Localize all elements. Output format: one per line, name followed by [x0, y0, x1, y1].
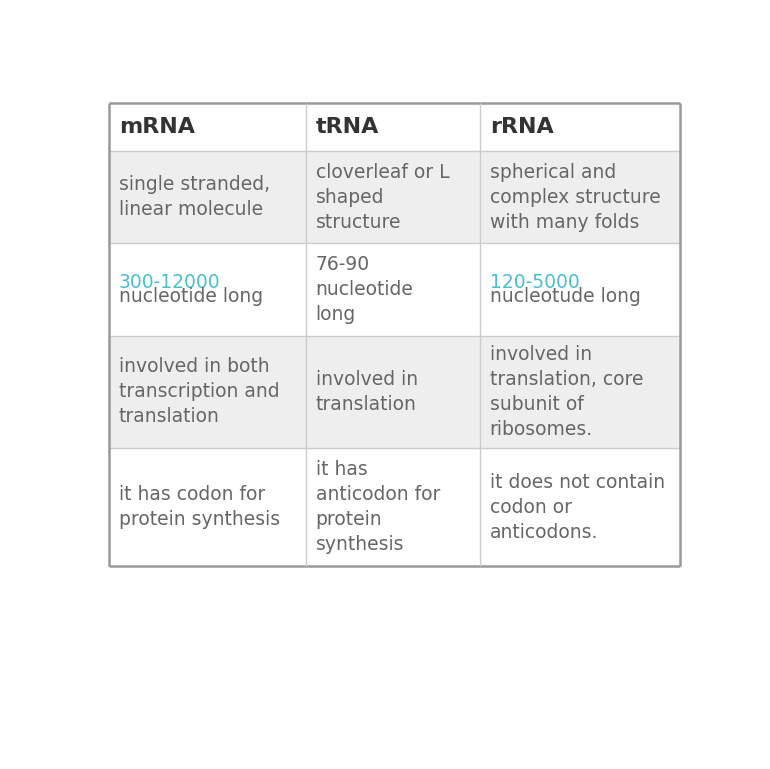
Text: involved in
translation: involved in translation [316, 370, 418, 414]
Bar [306, 103, 480, 151]
Text: involved in
translation, core
subunit of
ribosomes.: involved in translation, core subunit of… [490, 345, 643, 439]
Bar [109, 448, 306, 566]
Bar [480, 448, 680, 566]
Text: it has codon for
protein synthesis: it has codon for protein synthesis [119, 485, 280, 529]
Text: spherical and
complex structure
with many folds: spherical and complex structure with man… [490, 163, 661, 231]
Bar [306, 336, 480, 448]
Text: involved in both
transcription and
translation: involved in both transcription and trans… [119, 358, 280, 427]
Text: rRNA: rRNA [490, 117, 554, 137]
Text: 76-90
nucleotide
long: 76-90 nucleotide long [316, 255, 413, 324]
Text: nucleotude long: nucleotude long [490, 288, 641, 306]
Text: 300-12000: 300-12000 [119, 273, 220, 291]
Bar [480, 336, 680, 448]
Bar [306, 448, 480, 566]
Text: single stranded,
linear molecule: single stranded, linear molecule [119, 175, 270, 219]
Text: cloverleaf or L
shaped
structure: cloverleaf or L shaped structure [316, 163, 450, 231]
Text: mRNA: mRNA [119, 117, 195, 137]
Text: nucleotide long: nucleotide long [119, 288, 263, 306]
Text: it does not contain
codon or
anticodons.: it does not contain codon or anticodons. [490, 473, 665, 541]
Bar [109, 151, 306, 244]
Bar [109, 336, 306, 448]
Bar [480, 103, 680, 151]
Bar [109, 103, 306, 151]
Bar [306, 244, 480, 336]
Bar [306, 151, 480, 244]
Bar [109, 244, 306, 336]
Text: 120-5000: 120-5000 [490, 273, 580, 291]
Text: tRNA: tRNA [316, 117, 379, 137]
Bar [480, 151, 680, 244]
Text: it has
anticodon for
protein
synthesis: it has anticodon for protein synthesis [316, 460, 440, 554]
Bar [480, 244, 680, 336]
